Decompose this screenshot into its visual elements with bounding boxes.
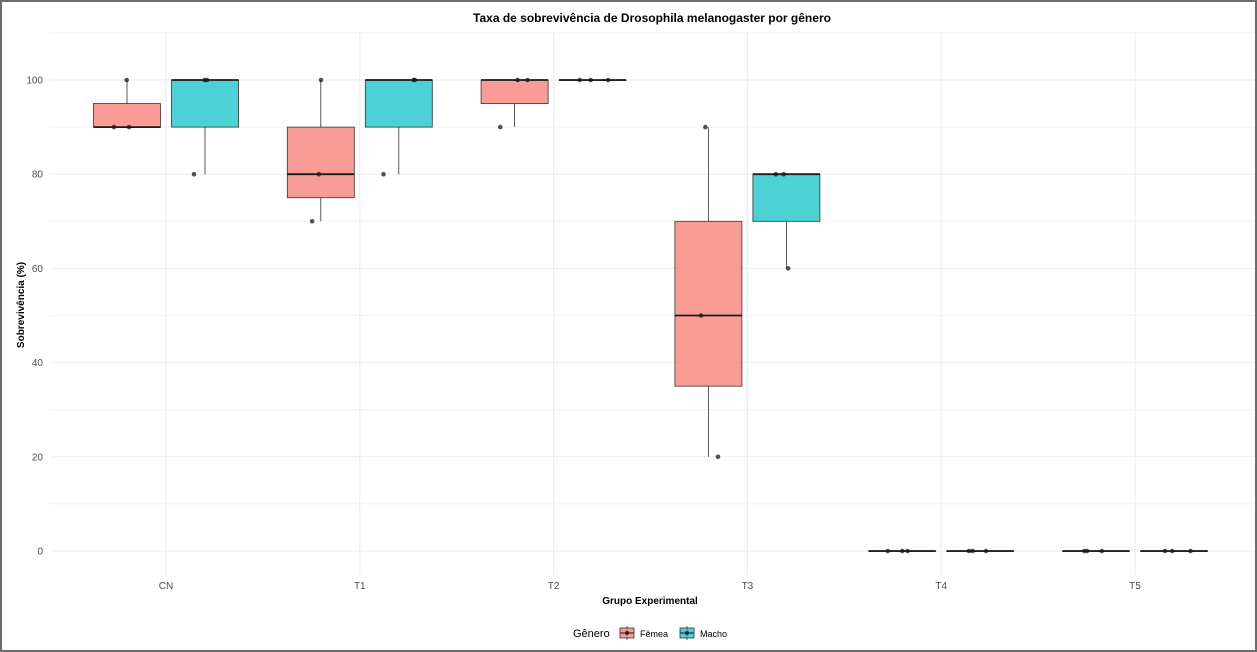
box-fmea-t1 xyxy=(286,80,355,222)
data-point xyxy=(316,171,322,177)
data-point xyxy=(525,77,530,83)
legend-title: Gênero xyxy=(573,628,610,640)
box-body xyxy=(286,126,355,199)
box-body xyxy=(93,103,161,128)
x-tick-label: T5 xyxy=(1129,581,1141,592)
data-point xyxy=(1082,548,1087,554)
chart-title: Taxa de sobrevivência de Drosophila mela… xyxy=(473,11,831,25)
y-tick-label: 20 xyxy=(32,452,44,463)
data-point xyxy=(698,313,704,318)
y-axis-title: Sobrevivência (%) xyxy=(16,262,27,348)
data-point xyxy=(124,77,129,83)
data-point xyxy=(905,548,910,554)
box-body xyxy=(171,79,239,128)
data-point xyxy=(588,77,594,83)
axis-layer: 0 20 40 60 80 100 CN T1 T2 T3 T4 T5 xyxy=(26,76,1141,593)
box-macho-cn xyxy=(171,79,239,175)
data-point xyxy=(899,548,905,554)
data-point xyxy=(885,548,891,554)
data-point xyxy=(577,77,583,83)
data-point xyxy=(785,266,791,271)
x-tick-label: CN xyxy=(159,581,173,592)
data-point xyxy=(412,77,418,83)
box-body xyxy=(364,79,433,128)
box-fmea-t2 xyxy=(480,79,549,128)
x-tick-label: T3 xyxy=(742,581,754,592)
x-tick-label: T2 xyxy=(548,581,560,592)
data-point xyxy=(515,77,520,83)
data-point xyxy=(191,171,197,177)
x-tick-label: T1 xyxy=(354,581,366,592)
grid-layer xyxy=(50,32,1255,575)
box-fmea-t3 xyxy=(674,127,743,457)
box-body xyxy=(752,173,821,222)
legend-key-femea xyxy=(619,626,635,640)
legend-label-macho: Macho xyxy=(700,629,727,639)
data-point xyxy=(773,171,779,177)
point-layer xyxy=(111,77,1193,554)
legend: Gênero Fêmea Macho xyxy=(573,626,727,640)
data-point xyxy=(703,124,708,130)
box-fmea-t5 xyxy=(1062,550,1130,552)
data-point xyxy=(126,124,132,130)
y-tick-label: 80 xyxy=(32,170,44,181)
data-point xyxy=(111,124,117,130)
box-layer xyxy=(93,79,1208,552)
data-point xyxy=(381,171,386,177)
data-point xyxy=(1169,548,1175,554)
x-axis-title: Grupo Experimental xyxy=(602,596,698,607)
y-tick-label: 40 xyxy=(32,358,44,369)
data-point xyxy=(318,77,324,83)
data-point xyxy=(202,77,207,83)
data-point xyxy=(983,548,989,554)
data-point xyxy=(497,124,503,130)
data-point xyxy=(309,219,315,224)
y-tick-label: 100 xyxy=(26,76,43,87)
x-tick-label: T4 xyxy=(935,581,947,592)
box-macho-t4 xyxy=(946,550,1015,552)
data-point xyxy=(1162,548,1168,554)
y-tick-label: 0 xyxy=(37,547,43,558)
box-body xyxy=(674,220,743,387)
box-fmea-cn xyxy=(93,80,161,128)
box-macho-t3 xyxy=(752,173,821,269)
data-point xyxy=(966,548,972,554)
y-tick-label: 60 xyxy=(32,264,44,275)
data-point xyxy=(781,171,786,177)
legend-key-macho xyxy=(679,626,695,640)
data-point xyxy=(970,548,976,554)
legend-label-femea: Fêmea xyxy=(640,629,668,639)
box-macho-t1 xyxy=(364,79,433,175)
box-body xyxy=(480,79,549,104)
data-point xyxy=(1099,548,1105,554)
data-point xyxy=(715,454,721,460)
data-point xyxy=(605,77,611,83)
data-point xyxy=(1188,548,1193,554)
